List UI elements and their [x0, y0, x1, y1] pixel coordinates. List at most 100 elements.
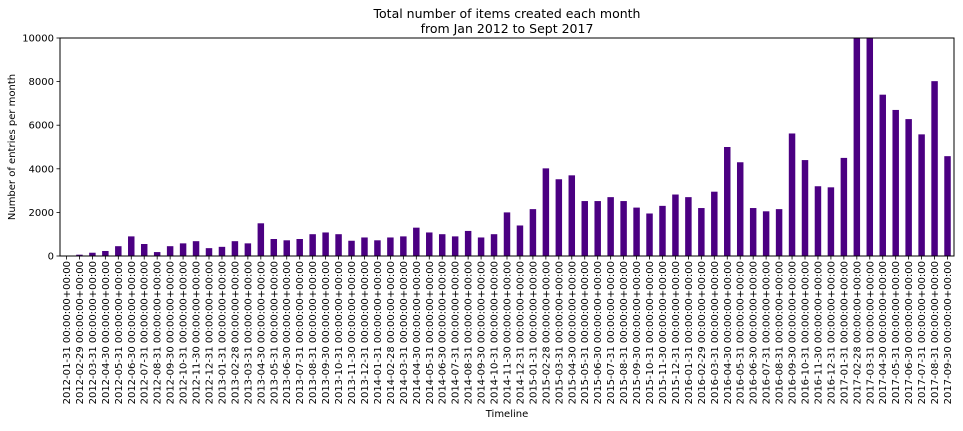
bar: [620, 201, 626, 256]
x-tick-label: 2017-03-31 00:00:00+00:00: [865, 261, 876, 404]
x-tick-label: 2013-10-31 00:00:00+00:00: [334, 261, 345, 404]
x-tick-label: 2016-01-31 00:00:00+00:00: [684, 261, 695, 404]
bar: [219, 247, 225, 256]
bar: [322, 232, 328, 256]
x-tick-label: 2012-06-30 00:00:00+00:00: [127, 261, 138, 404]
bar: [206, 248, 212, 256]
bar: [154, 252, 160, 256]
x-tick-label: 2012-04-30 00:00:00+00:00: [101, 261, 112, 404]
bar: [465, 231, 471, 256]
bar: [659, 206, 665, 256]
bar: [296, 239, 302, 256]
bar: [841, 158, 847, 256]
x-tick-label: 2017-08-31 00:00:00+00:00: [930, 261, 941, 404]
bar: [348, 241, 354, 256]
y-axis-label: Number of entries per month: [7, 74, 18, 220]
y-tick-label: 0: [48, 252, 54, 263]
bar: [815, 186, 821, 256]
x-tick-label: 2014-06-30 00:00:00+00:00: [438, 261, 449, 404]
bar: [413, 228, 419, 256]
x-tick-label: 2016-03-31 00:00:00+00:00: [710, 261, 721, 404]
x-tick-label: 2016-11-30 00:00:00+00:00: [813, 261, 824, 404]
x-tick-label: 2014-05-31 00:00:00+00:00: [425, 261, 436, 404]
x-tick-label: 2017-09-30 00:00:00+00:00: [943, 261, 954, 404]
x-tick-label: 2017-06-30 00:00:00+00:00: [904, 261, 915, 404]
x-tick-label: 2012-01-31 00:00:00+00:00: [62, 261, 73, 404]
bar: [374, 240, 380, 256]
bar: [439, 234, 445, 256]
x-tick-label: 2014-03-31 00:00:00+00:00: [399, 261, 410, 404]
x-tick-label: 2013-07-31 00:00:00+00:00: [295, 261, 306, 404]
x-tick-label: 2012-03-31 00:00:00+00:00: [88, 261, 99, 404]
bar: [400, 236, 406, 256]
x-tick-label: 2016-02-29 00:00:00+00:00: [697, 261, 708, 404]
x-tick-label: 2015-10-31 00:00:00+00:00: [645, 261, 656, 404]
bar: [426, 232, 432, 256]
bar: [387, 237, 393, 256]
bar: [763, 211, 769, 256]
x-tick-label: 2014-07-31 00:00:00+00:00: [451, 261, 462, 404]
x-tick-label: 2014-09-30 00:00:00+00:00: [477, 261, 488, 404]
bar: [944, 156, 950, 256]
bar: [892, 110, 898, 256]
bar: [361, 237, 367, 256]
bar: [582, 201, 588, 256]
bar: [258, 223, 264, 256]
x-tick-label: 2012-02-29 00:00:00+00:00: [75, 261, 86, 404]
x-tick-label: 2016-09-30 00:00:00+00:00: [788, 261, 799, 404]
bar: [102, 251, 108, 256]
bar: [931, 81, 937, 256]
x-tick-label: 2012-09-30 00:00:00+00:00: [166, 261, 177, 404]
x-tick-label: 2014-04-30 00:00:00+00:00: [412, 261, 423, 404]
x-tick-label: 2016-12-31 00:00:00+00:00: [826, 261, 837, 404]
bar: [517, 225, 523, 256]
bar: [698, 208, 704, 256]
x-tick-label: 2016-07-31 00:00:00+00:00: [762, 261, 773, 404]
bar: [556, 179, 562, 256]
bar: [491, 234, 497, 256]
bar: [594, 201, 600, 256]
bar: [335, 234, 341, 256]
x-tick-label: 2013-03-31 00:00:00+00:00: [243, 261, 254, 404]
x-tick-label: 2013-12-31 00:00:00+00:00: [360, 261, 371, 404]
bar: [115, 246, 121, 256]
y-tick-label: 6000: [29, 121, 54, 132]
x-tick-label: 2015-03-31 00:00:00+00:00: [554, 261, 565, 404]
x-tick-label: 2013-02-28 00:00:00+00:00: [230, 261, 241, 404]
bar: [776, 209, 782, 256]
bar: [452, 236, 458, 256]
x-tick-label: 2017-04-30 00:00:00+00:00: [878, 261, 889, 404]
x-tick-label: 2016-05-31 00:00:00+00:00: [736, 261, 747, 404]
bar: [530, 209, 536, 256]
x-tick-label: 2015-12-31 00:00:00+00:00: [671, 261, 682, 404]
x-tick-label: 2015-04-30 00:00:00+00:00: [567, 261, 578, 404]
x-tick-label: 2015-11-30 00:00:00+00:00: [658, 261, 669, 404]
bar: [193, 241, 199, 256]
y-tick-label: 8000: [29, 77, 54, 88]
bar: [672, 195, 678, 256]
x-tick-label: 2015-08-31 00:00:00+00:00: [619, 261, 630, 404]
bar: [128, 236, 134, 256]
y-tick-label: 4000: [29, 164, 54, 175]
x-axis-label: Timeline: [485, 409, 529, 420]
x-tick-label: 2013-05-31 00:00:00+00:00: [269, 261, 280, 404]
bar: [828, 187, 834, 256]
bar: [685, 197, 691, 256]
bar: [180, 243, 186, 256]
bar: [905, 119, 911, 256]
bar: [141, 244, 147, 256]
bar: [543, 168, 549, 256]
bar: [789, 133, 795, 256]
x-tick-label: 2012-07-31 00:00:00+00:00: [140, 261, 151, 404]
x-tick-label: 2013-01-31 00:00:00+00:00: [217, 261, 228, 404]
bars-group: [63, 38, 951, 256]
bar: [802, 160, 808, 256]
bar: [284, 240, 290, 256]
x-tick-label: 2013-08-31 00:00:00+00:00: [308, 261, 319, 404]
bar: [633, 208, 639, 256]
x-tick-label: 2014-02-28 00:00:00+00:00: [386, 261, 397, 404]
bar: [737, 162, 743, 256]
x-tick-label: 2013-06-30 00:00:00+00:00: [282, 261, 293, 404]
bar: [918, 134, 924, 256]
